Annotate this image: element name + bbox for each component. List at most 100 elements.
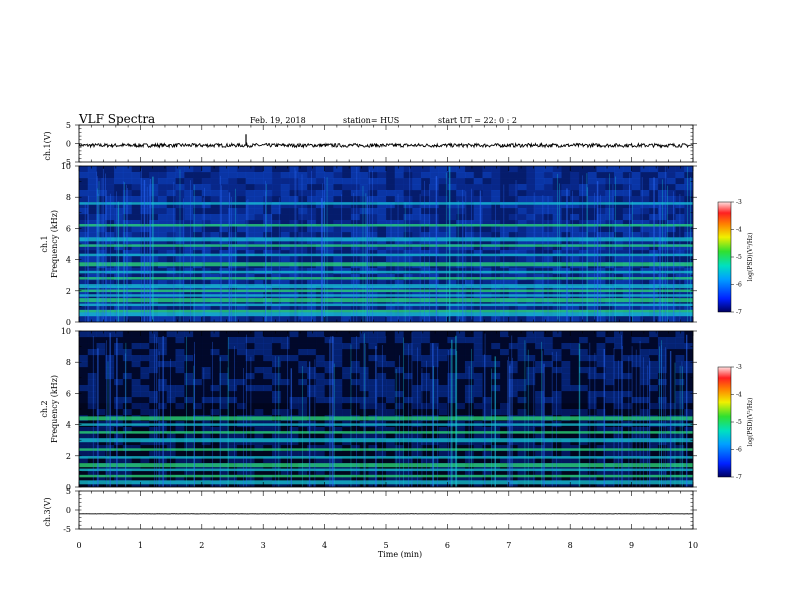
s2-noise-cell — [456, 445, 466, 452]
s1-noise-cell — [456, 286, 466, 293]
s2-noise-cell — [184, 379, 194, 386]
s1-noise-cell — [657, 172, 668, 179]
s2-noise-cell — [578, 427, 589, 434]
s1-noise-cell — [79, 304, 89, 311]
s2-noise-cell — [298, 409, 308, 416]
s1-noise-cell — [157, 208, 168, 215]
ch1-waveform-ylabel: ch.1(V) — [43, 131, 52, 160]
s2-noise-cell — [263, 385, 273, 392]
s1-noise-cell — [684, 166, 693, 173]
s1-noise-cell — [342, 196, 352, 203]
s2-noise-cell — [570, 475, 580, 482]
s2-noise-cell — [508, 409, 519, 416]
s1-noise-cell — [421, 214, 431, 221]
s2-noise-cell — [193, 349, 203, 356]
s1-noise-cell — [526, 208, 536, 215]
s1-noise-cell — [280, 250, 291, 257]
s1-ytick-label: 10 — [61, 162, 71, 171]
s2-noise-cell — [307, 469, 317, 476]
s2-noise-cell — [543, 349, 554, 356]
ch1-colorbar-label: log(PSD)(V²/Hz) — [747, 233, 754, 282]
s1-noise-cell — [201, 286, 212, 293]
s2-noise-cell — [526, 427, 536, 434]
s2-noise-cell — [149, 469, 159, 476]
s2-noise-cell — [517, 337, 527, 344]
s1-noise-cell — [228, 286, 238, 293]
s2-noise-cell — [526, 337, 536, 344]
s1-noise-cell — [131, 166, 141, 173]
s2-noise-cell — [657, 445, 668, 452]
s1-noise-cell — [271, 232, 282, 239]
s2-noise-cell — [228, 427, 238, 434]
s1-noise-cell — [342, 208, 352, 215]
s1-noise-cell — [350, 232, 361, 239]
s1-noise-cell — [184, 250, 194, 257]
s2-noise-cell — [307, 445, 317, 452]
s1-noise-cell — [631, 208, 641, 215]
s1-noise-cell — [403, 226, 413, 233]
s2-noise-cell — [377, 403, 387, 410]
s2-noise-cell — [640, 409, 650, 416]
s2-noise-cell — [596, 475, 606, 482]
s2-noise-cell — [184, 457, 194, 464]
s2-noise-cell — [236, 349, 247, 356]
s1-noise-cell — [421, 244, 431, 251]
s1-noise-cell — [228, 196, 238, 203]
s2-noise-cell — [596, 397, 606, 404]
s1-noise-cell — [464, 220, 475, 227]
s2-noise-cell — [500, 337, 510, 344]
s1-noise-cell — [447, 190, 457, 197]
s2-noise-cell — [307, 457, 317, 464]
s2-noise-cell — [315, 385, 326, 392]
s2-noise-cell — [184, 445, 194, 452]
s1-noise-cell — [157, 280, 168, 287]
s1-noise-cell — [561, 184, 571, 191]
s1-noise-cell — [359, 208, 369, 215]
s2-noise-cell — [421, 391, 431, 398]
s1-noise-cell — [263, 280, 273, 287]
s2-noise-cell — [263, 475, 273, 482]
s1-noise-cell — [149, 232, 159, 239]
s2-noise-cell — [228, 475, 238, 482]
s2-noise-cell — [464, 433, 475, 440]
s2-noise-cell — [122, 475, 133, 482]
s2-noise-cell — [438, 373, 448, 380]
s2-noise-cell — [350, 331, 361, 338]
s2-noise-cell — [201, 475, 212, 482]
s1-noise-cell — [473, 232, 483, 239]
s1-noise-cell — [561, 256, 571, 263]
s1-noise-cell — [149, 172, 159, 179]
s1-noise-cell — [236, 304, 247, 311]
s1-noise-cell — [359, 172, 369, 179]
s1-noise-cell — [333, 316, 343, 322]
s1-noise-cell — [105, 226, 115, 233]
s2-noise-cell — [201, 457, 212, 464]
s2-band — [79, 456, 693, 459]
cbar2-tick-label: -3 — [736, 364, 742, 371]
s1-noise-cell — [298, 304, 308, 311]
s2-noise-cell — [263, 391, 273, 398]
s2-noise-cell — [377, 355, 387, 362]
x-tick-label: 1 — [138, 541, 143, 550]
s2-noise-cell — [543, 337, 554, 344]
s1-noise-cell — [535, 232, 545, 239]
s2-band — [79, 431, 693, 434]
s1-noise-cell — [350, 172, 361, 179]
s2-noise-cell — [342, 367, 352, 374]
s2-noise-cell — [184, 337, 194, 344]
s2-noise-cell — [552, 385, 562, 392]
s2-noise-cell — [500, 355, 510, 362]
s1-noise-cell — [359, 226, 369, 233]
s2-noise-cell — [578, 457, 589, 464]
s2-noise-cell — [429, 367, 440, 374]
s2-noise-cell — [517, 379, 527, 386]
s2-noise-cell — [482, 367, 492, 374]
s1-noise-cell — [570, 256, 580, 263]
s2-noise-cell — [254, 373, 264, 380]
s2-noise-cell — [140, 403, 150, 410]
s1-noise-cell — [403, 190, 413, 197]
s1-noise-cell — [193, 256, 203, 263]
s1-noise-cell — [543, 214, 554, 221]
s1-noise-cell — [561, 190, 571, 197]
s1-noise-cell — [324, 280, 334, 287]
